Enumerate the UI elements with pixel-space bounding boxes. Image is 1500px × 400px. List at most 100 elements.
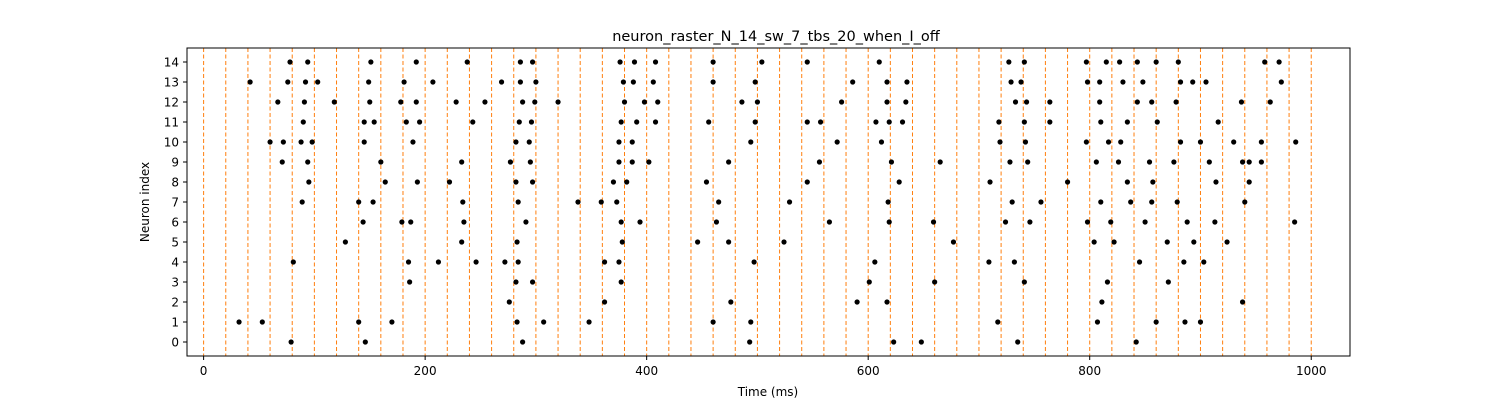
spike-point: [1018, 79, 1024, 85]
spike-point: [1111, 239, 1117, 245]
spike-point: [617, 59, 623, 65]
spike-point: [747, 339, 753, 345]
spike-point: [514, 239, 520, 245]
spike-point: [1015, 339, 1021, 345]
spike-point: [620, 79, 627, 85]
spike-point: [1212, 219, 1218, 225]
spike-point: [1246, 159, 1252, 165]
spike-point: [1239, 299, 1246, 305]
spike-point: [236, 319, 242, 325]
spike-point: [610, 179, 617, 185]
spike-point: [996, 119, 1002, 125]
x-axis-title: Time (ms): [737, 385, 799, 399]
spike-point: [1022, 139, 1029, 145]
spike-point: [527, 159, 533, 165]
spike-point: [1094, 319, 1101, 325]
spike-point: [826, 219, 833, 225]
spike-point: [517, 59, 523, 65]
spike-point: [555, 99, 561, 105]
spike-point: [950, 239, 957, 245]
spike-point: [513, 179, 519, 185]
spike-point: [1047, 99, 1053, 105]
spike-point: [371, 119, 377, 125]
spike-point: [1258, 139, 1264, 145]
spike-point: [886, 219, 892, 225]
spike-point: [752, 119, 758, 125]
spike-point: [1231, 139, 1237, 145]
spike-point: [754, 99, 761, 105]
spike-point: [1083, 59, 1089, 65]
spike-point: [267, 139, 273, 145]
y-tick-label: 3: [171, 276, 179, 290]
spike-point: [716, 199, 722, 205]
spike-point: [834, 139, 840, 145]
spike-point: [891, 339, 897, 345]
spike-point: [446, 179, 453, 185]
spike-point: [470, 119, 476, 125]
spike-point: [646, 159, 652, 165]
spike-point: [748, 319, 754, 325]
spike-point: [1097, 99, 1103, 105]
spike-point: [1191, 239, 1197, 245]
spike-point: [315, 79, 321, 85]
spike-point: [884, 299, 890, 305]
spike-point: [1115, 159, 1122, 165]
spike-point: [1201, 259, 1207, 265]
spike-point: [401, 79, 407, 85]
spike-point: [247, 79, 253, 85]
spike-point: [1224, 239, 1230, 245]
spike-point: [1008, 79, 1014, 85]
spike-point: [1153, 59, 1159, 65]
spike-point: [1124, 179, 1130, 185]
spike-point: [1136, 259, 1143, 265]
spike-point: [1009, 199, 1015, 205]
spike-point: [1182, 319, 1188, 325]
spike-point: [453, 99, 459, 105]
spike-point: [306, 179, 312, 185]
spike-point: [748, 139, 754, 145]
spike-point: [786, 199, 793, 205]
x-tick-label: 800: [1078, 364, 1101, 378]
spike-point: [1292, 219, 1298, 225]
spike-point: [301, 99, 308, 105]
spike-point: [759, 59, 765, 65]
spike-point: [631, 59, 638, 65]
spike-point: [1021, 119, 1027, 125]
spike-point: [1012, 99, 1019, 105]
spike-point: [986, 259, 992, 265]
x-tick-label: 0: [200, 364, 208, 378]
spike-point: [710, 79, 716, 85]
spike-point: [414, 179, 420, 185]
spike-point: [652, 59, 659, 65]
spike-point: [378, 159, 384, 165]
spike-point: [299, 199, 305, 205]
spike-point: [464, 59, 470, 65]
spike-point: [695, 239, 701, 245]
x-tick-label: 600: [857, 364, 880, 378]
spike-point: [410, 139, 416, 145]
spike-point: [873, 119, 879, 125]
spike-point: [382, 179, 388, 185]
spike-point: [405, 259, 412, 265]
spike-point: [309, 139, 315, 145]
spike-point: [930, 219, 937, 225]
spike-point: [866, 279, 872, 285]
y-tick-label: 14: [164, 56, 179, 70]
spike-point: [752, 79, 758, 85]
spike-point: [473, 259, 479, 265]
spike-point: [706, 119, 712, 125]
spike-point: [529, 179, 536, 185]
spike-point: [637, 219, 643, 225]
spike-point: [1027, 219, 1033, 225]
spike-point: [1084, 79, 1091, 85]
spike-point: [459, 159, 465, 165]
spike-point: [641, 99, 648, 105]
spike-point: [876, 59, 882, 65]
spike-point: [1197, 319, 1204, 325]
spike-point: [624, 179, 630, 185]
spike-point: [361, 139, 367, 145]
y-tick-label: 9: [171, 156, 179, 170]
spike-point: [506, 299, 512, 305]
spike-point: [287, 59, 293, 65]
